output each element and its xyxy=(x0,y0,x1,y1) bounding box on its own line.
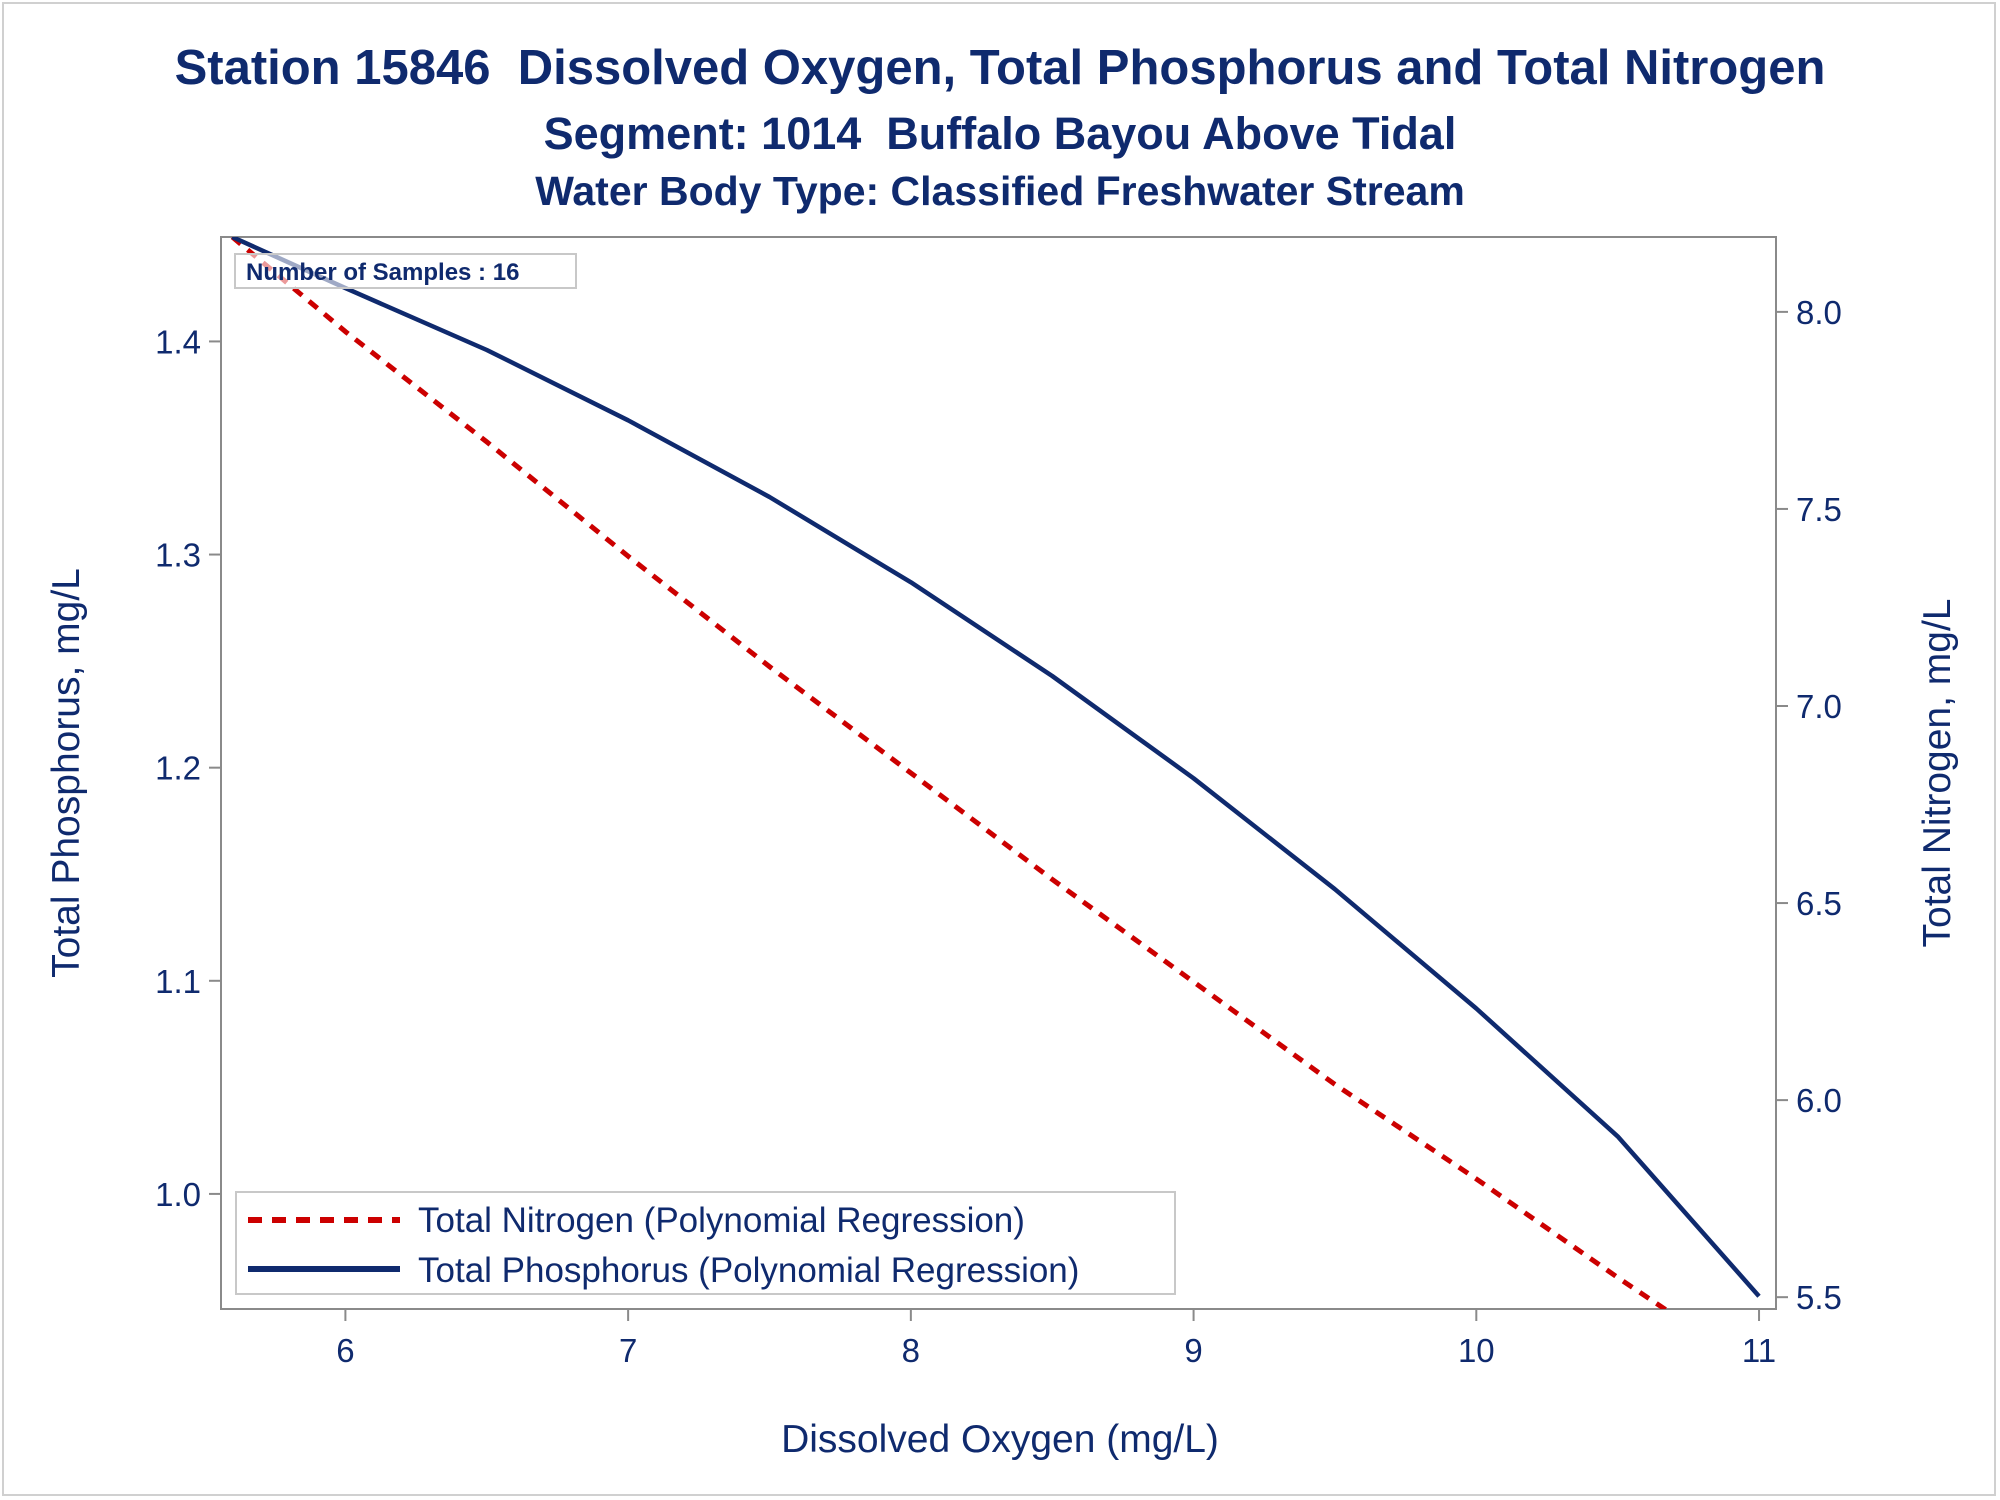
y-right-tick-label: 6.0 xyxy=(1796,1082,1842,1119)
chart-title: Station 15846 Dissolved Oxygen, Total Ph… xyxy=(174,41,1826,95)
legend-label-nitrogen: Total Nitrogen (Polynomial Regression) xyxy=(418,1201,1025,1240)
y-axis-right-label: Total Nitrogen, mg/L xyxy=(1916,598,1959,947)
sample-count-annotation: Number of Samples : 16 xyxy=(234,253,577,289)
legend-label-phosphorus: Total Phosphorus (Polynomial Regression) xyxy=(418,1251,1079,1290)
annotation-text: Number of Samples : 16 xyxy=(246,259,519,286)
x-tick-label: 10 xyxy=(1458,1332,1495,1369)
x-tick-label: 8 xyxy=(902,1332,920,1369)
chart-subtitle-2: Water Body Type: Classified Freshwater S… xyxy=(535,168,1465,214)
y-left-tick-label: 1.4 xyxy=(155,323,201,360)
y-left-tick-label: 1.3 xyxy=(155,537,201,574)
y-right-tick-label: 7.0 xyxy=(1796,688,1842,725)
y-right-tick-label: 5.5 xyxy=(1796,1279,1842,1316)
y-left-tick-label: 1.0 xyxy=(155,1176,201,1213)
y-left-tick-label: 1.2 xyxy=(155,750,201,787)
y-right-tick-label: 7.5 xyxy=(1796,491,1842,528)
y-left-tick-label: 1.1 xyxy=(155,963,201,1000)
chart-subtitle: Segment: 1014 Buffalo Bayou Above Tidal xyxy=(543,108,1457,159)
legend-box xyxy=(235,1191,1176,1295)
x-tick-label: 11 xyxy=(1742,1332,1776,1369)
x-axis: 6 7 8 9 10 11 xyxy=(336,1309,1776,1369)
y-axis-left: 1.0 1.1 1.2 1.3 1.4 xyxy=(155,323,221,1213)
plot-area xyxy=(220,236,1777,1310)
x-tick-label: 7 xyxy=(619,1332,637,1369)
x-tick-label: 6 xyxy=(336,1332,354,1369)
series-line-total-phosphorus xyxy=(231,237,1761,1298)
x-tick-label: 9 xyxy=(1184,1332,1202,1369)
y-right-tick-label: 6.5 xyxy=(1796,885,1842,922)
x-axis-label: Dissolved Oxygen (mg/L) xyxy=(781,1418,1219,1461)
y-right-tick-label: 8.0 xyxy=(1796,294,1842,331)
y-axis-right: 5.5 6.0 6.5 7.0 7.5 8.0 xyxy=(1776,294,1842,1316)
legend: Total Nitrogen (Polynomial Regression) T… xyxy=(235,1191,1176,1295)
annotation-box xyxy=(234,253,577,289)
series-line-total-nitrogen xyxy=(230,237,1670,1309)
series-layer xyxy=(230,237,1761,1309)
y-axis-left-label: Total Phosphorus, mg/L xyxy=(45,568,88,978)
